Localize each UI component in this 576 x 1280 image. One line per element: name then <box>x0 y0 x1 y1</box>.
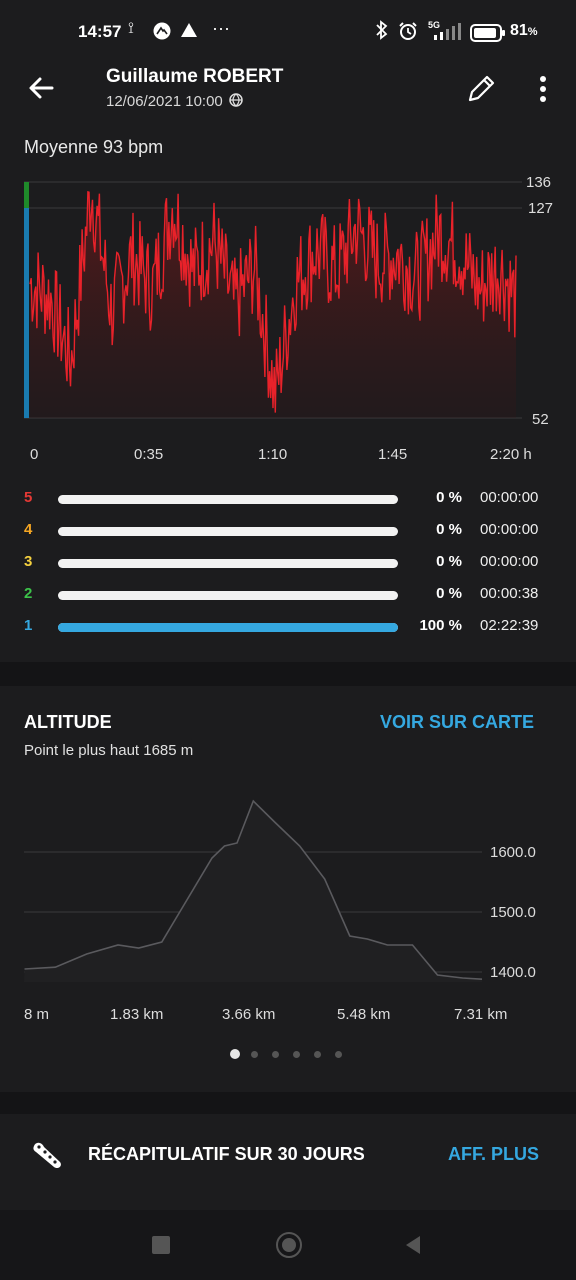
zone-number: 1 <box>24 617 33 634</box>
kebab-menu-icon <box>540 76 546 102</box>
average-heart-rate: Moyenne 93 bpm <box>24 137 164 157</box>
status-bar: 14:57 ⟟ ··· 5G 81% <box>0 0 576 62</box>
page-dot[interactable] <box>314 1051 321 1058</box>
zone-number: 5 <box>24 489 33 506</box>
bluetooth-icon <box>375 20 389 45</box>
battery-percent: 81% <box>510 22 538 39</box>
status-time: 14:57 <box>78 22 122 41</box>
back-button[interactable] <box>26 72 58 104</box>
zone-row-4: 4 0 % 00:00:00 <box>0 519 576 543</box>
zone-indicator-green <box>24 182 29 208</box>
show-more-link[interactable]: AFF. PLUS <box>448 1144 540 1164</box>
altitude-line <box>24 799 483 980</box>
heart-rate-area <box>30 191 516 418</box>
zone-row-3: 3 0 % 00:00:00 <box>0 551 576 575</box>
zone-indicator-blue <box>24 208 29 418</box>
alt-y-tick-1400: 1400.0 <box>490 964 536 981</box>
page-dot[interactable] <box>335 1051 342 1058</box>
heart-rate-line <box>29 190 517 413</box>
network-type: 5G <box>428 20 441 30</box>
alt-x-tick-1: 1.83 km <box>110 1006 163 1023</box>
alt-y-tick-1500: 1500.0 <box>490 904 536 921</box>
page-title: Guillaume ROBERT <box>106 66 284 87</box>
zone-bar-track <box>58 527 398 536</box>
zone-percent: 0 % <box>436 553 462 570</box>
alt-x-tick-2: 3.66 km <box>222 1006 275 1023</box>
zone-row-5: 5 0 % 00:00:00 <box>0 487 576 511</box>
system-nav-bar <box>0 1210 576 1280</box>
zone-percent: 100 % <box>419 617 462 634</box>
heart-rate-chart: 136 127 52 0 0:35 1:10 1:45 2:20 h <box>24 174 553 463</box>
triangle-left-icon <box>406 1236 420 1254</box>
more-notifications-icon: ··· <box>212 18 230 38</box>
zone-duration: 00:00:00 <box>480 553 539 570</box>
zone-duration: 00:00:38 <box>480 585 539 602</box>
alt-x-tick-3: 5.48 km <box>337 1006 390 1023</box>
x-tick-2-20: 2:20 h <box>490 446 532 463</box>
zone-bar-track <box>58 559 398 568</box>
x-tick-0-35: 0:35 <box>134 446 163 463</box>
back-nav-button[interactable] <box>404 1234 422 1261</box>
alt-x-tick-0: 8 m <box>24 1006 49 1023</box>
pencil-icon <box>468 75 495 102</box>
alt-y-tick-1600: 1600.0 <box>490 844 536 861</box>
page-dot[interactable] <box>230 1049 240 1059</box>
zone-bar-track <box>58 495 398 504</box>
page-dot[interactable] <box>251 1051 258 1058</box>
zone-number: 2 <box>24 585 33 602</box>
zone-bar-track <box>58 623 398 632</box>
shoe-icon <box>30 1138 64 1172</box>
zone-duration: 02:22:39 <box>480 617 539 634</box>
edit-button[interactable] <box>464 72 498 106</box>
y-tick-136: 136 <box>526 174 551 191</box>
altitude-chart: 1600.0 1500.0 1400.0 8 m 1.83 km 3.66 km… <box>24 799 536 1023</box>
summary-title: RÉCAPITULATIF SUR 30 JOURS <box>88 1144 365 1164</box>
zone-bar-track <box>58 591 398 600</box>
page-indicator[interactable] <box>0 1048 576 1062</box>
alt-x-tick-4: 7.31 km <box>454 1006 507 1023</box>
battery-icon <box>470 24 506 47</box>
zone-percent: 0 % <box>436 489 462 506</box>
page-dot[interactable] <box>293 1051 300 1058</box>
signal-icon <box>430 23 464 46</box>
more-options-button[interactable] <box>532 74 554 104</box>
zone-bar-fill <box>58 623 398 632</box>
app-mountain-icon <box>153 22 171 45</box>
home-icon <box>282 1238 296 1252</box>
triangle-icon <box>180 22 198 43</box>
globe-icon <box>229 93 243 107</box>
zone-row-2: 2 0 % 00:00:38 <box>0 583 576 607</box>
altitude-title: ALTITUDE <box>24 712 112 732</box>
page-dot[interactable] <box>272 1051 279 1058</box>
zone-number: 3 <box>24 553 33 570</box>
home-button[interactable] <box>276 1232 302 1258</box>
zone-percent: 0 % <box>436 521 462 538</box>
view-on-map-link[interactable]: VOIR SUR CARTE <box>380 712 535 732</box>
x-tick-1-45: 1:45 <box>378 446 407 463</box>
navigation-icon: ⟟ <box>128 20 134 37</box>
recent-apps-button[interactable] <box>152 1236 170 1254</box>
section-divider <box>0 1092 576 1114</box>
workout-datetime: 12/06/2021 10:00 <box>106 93 243 110</box>
zone-duration: 00:00:00 <box>480 521 539 538</box>
highest-point: Point le plus haut 1685 m <box>24 742 194 759</box>
alarm-icon <box>398 21 418 46</box>
section-divider <box>0 662 576 686</box>
x-tick-1-10: 1:10 <box>258 446 287 463</box>
altitude-area <box>24 801 482 982</box>
zone-row-1: 1 100 % 02:22:39 <box>0 615 576 639</box>
arrow-left-icon <box>29 77 54 99</box>
zone-number: 4 <box>24 521 33 538</box>
zone-percent: 0 % <box>436 585 462 602</box>
y-tick-52: 52 <box>532 411 549 428</box>
zone-duration: 00:00:00 <box>480 489 539 506</box>
x-tick-0: 0 <box>30 446 38 463</box>
y-tick-127: 127 <box>528 200 553 217</box>
